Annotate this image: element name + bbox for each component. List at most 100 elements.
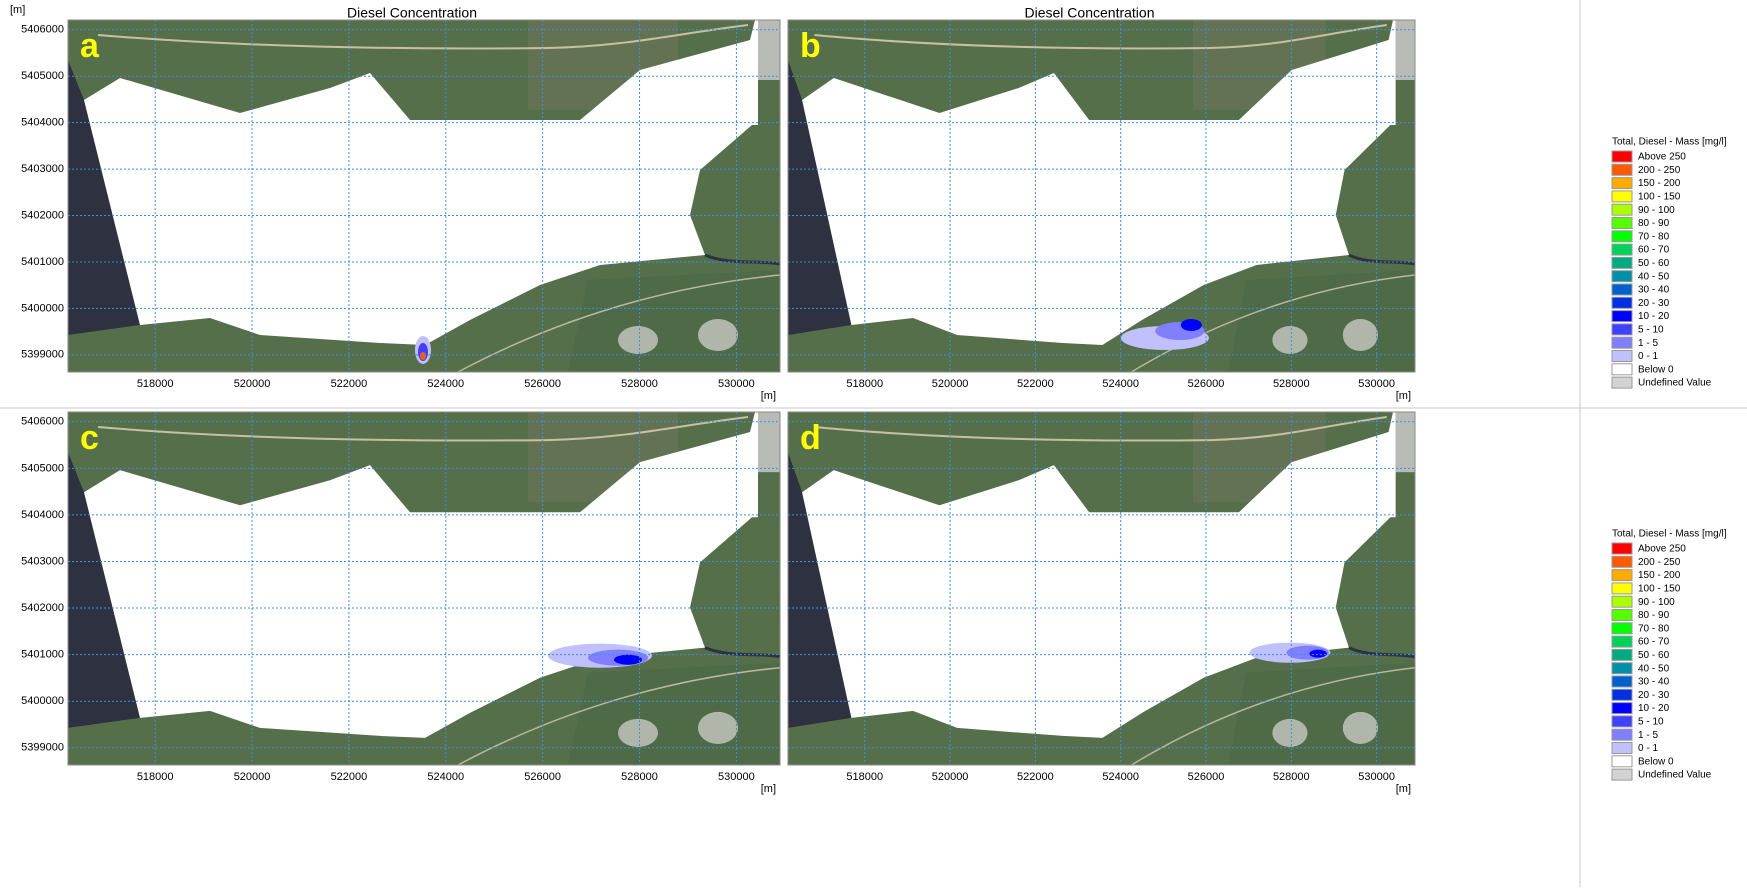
x-tick-label: 522000	[1017, 771, 1054, 783]
cliff	[758, 412, 780, 472]
x-axis-unit: [m]	[1396, 390, 1411, 402]
legend-swatch	[1612, 351, 1632, 362]
plume	[1181, 319, 1202, 331]
legend-label: 10 - 20	[1638, 311, 1670, 322]
legend-label: 40 - 50	[1638, 271, 1670, 282]
legend-swatch	[1612, 610, 1632, 621]
legend-swatch	[1612, 756, 1632, 767]
x-tick-label: 522000	[331, 771, 368, 783]
legend-label: 150 - 200	[1638, 570, 1681, 581]
legend-label: 80 - 90	[1638, 218, 1670, 229]
plume	[614, 655, 642, 665]
panel-label: a	[80, 27, 100, 65]
x-tick-label: 520000	[234, 378, 271, 390]
legend-swatch	[1612, 729, 1632, 740]
x-tick-label: 520000	[932, 378, 969, 390]
legend-label: 0 - 1	[1638, 743, 1658, 754]
legend-label: Below 0	[1638, 364, 1674, 375]
legend-label: 50 - 60	[1638, 650, 1670, 661]
legend-label: 5 - 10	[1638, 717, 1664, 728]
panel-title: Diesel Concentration	[347, 5, 477, 21]
figure: 5180005200005220005240005260005280005300…	[0, 0, 1747, 887]
legend-swatch	[1612, 716, 1632, 727]
legend-label: Undefined Value	[1638, 770, 1712, 781]
legend-swatch	[1612, 570, 1632, 581]
x-tick-label: 530000	[1358, 378, 1395, 390]
legend-label: 50 - 60	[1638, 258, 1670, 269]
y-tick-label: 5405000	[21, 462, 64, 474]
legend-swatch	[1612, 364, 1632, 375]
land-patch	[568, 270, 780, 372]
legend-swatch	[1612, 231, 1632, 242]
y-tick-label: 5403000	[21, 555, 64, 567]
legend-swatch	[1612, 271, 1632, 282]
x-tick-label: 530000	[718, 771, 755, 783]
land-patch	[1228, 270, 1415, 372]
legend-label: 40 - 50	[1638, 663, 1670, 674]
x-tick-label: 526000	[524, 378, 561, 390]
legend-swatch	[1612, 218, 1632, 229]
x-tick-label: 520000	[932, 771, 969, 783]
legend-title: Total, Diesel - Mass [mg/l]	[1612, 529, 1727, 540]
legend-swatch	[1612, 151, 1632, 162]
x-tick-label: 524000	[427, 771, 464, 783]
y-tick-label: 5404000	[21, 509, 64, 521]
cloud	[1272, 326, 1307, 354]
legend-label: 30 - 40	[1638, 285, 1670, 296]
x-tick-label: 526000	[1188, 378, 1225, 390]
legend-label: 80 - 90	[1638, 610, 1670, 621]
land-patch	[568, 663, 780, 765]
x-axis-unit: [m]	[761, 783, 776, 795]
legend-label: 10 - 20	[1638, 703, 1670, 714]
legend-label: Below 0	[1638, 756, 1674, 767]
legend-label: 1 - 5	[1638, 730, 1658, 741]
y-axis-unit: [m]	[10, 4, 25, 16]
map	[68, 20, 780, 372]
legend-swatch	[1612, 284, 1632, 295]
map	[788, 412, 1415, 765]
legend-swatch	[1612, 649, 1632, 660]
x-tick-label: 528000	[1273, 771, 1310, 783]
legend-swatch	[1612, 311, 1632, 322]
legend-swatch	[1612, 583, 1632, 594]
cloud	[698, 712, 738, 744]
legend-swatch	[1612, 676, 1632, 687]
y-tick-label: 5400000	[21, 302, 64, 314]
legend-swatch	[1612, 244, 1632, 255]
x-tick-label: 528000	[621, 771, 658, 783]
cloud	[1343, 319, 1378, 351]
legend-swatch	[1612, 337, 1632, 348]
legend-label: 200 - 250	[1638, 557, 1681, 568]
legend-swatch	[1612, 257, 1632, 268]
legend-swatch	[1612, 543, 1632, 554]
legend-title: Total, Diesel - Mass [mg/l]	[1612, 137, 1727, 148]
legend-label: 70 - 80	[1638, 623, 1670, 634]
legend-swatch	[1612, 663, 1632, 674]
cloud	[1343, 712, 1378, 744]
legend-swatch	[1612, 743, 1632, 754]
y-tick-label: 5399000	[21, 349, 64, 361]
legend-swatch	[1612, 164, 1632, 175]
y-tick-label: 5401000	[21, 649, 64, 661]
y-tick-label: 5405000	[21, 70, 64, 82]
legend-label: 30 - 40	[1638, 677, 1670, 688]
x-tick-label: 524000	[1102, 378, 1139, 390]
y-tick-label: 5406000	[21, 416, 64, 428]
x-axis-unit: [m]	[761, 390, 776, 402]
legend-swatch	[1612, 703, 1632, 714]
legend-swatch	[1612, 636, 1632, 647]
cloud	[618, 326, 658, 354]
x-tick-label: 524000	[1102, 771, 1139, 783]
legend-label: 90 - 100	[1638, 597, 1675, 608]
legend-swatch	[1612, 556, 1632, 567]
y-tick-label: 5402000	[21, 209, 64, 221]
y-tick-label: 5403000	[21, 163, 64, 175]
x-tick-label: 524000	[427, 378, 464, 390]
legend-swatch	[1612, 191, 1632, 202]
legend-label: Above 250	[1638, 544, 1686, 555]
cliff	[758, 20, 780, 80]
legend-swatch	[1612, 377, 1632, 388]
x-tick-label: 528000	[621, 378, 658, 390]
x-tick-label: 526000	[1188, 771, 1225, 783]
legend-label: 150 - 200	[1638, 178, 1681, 189]
